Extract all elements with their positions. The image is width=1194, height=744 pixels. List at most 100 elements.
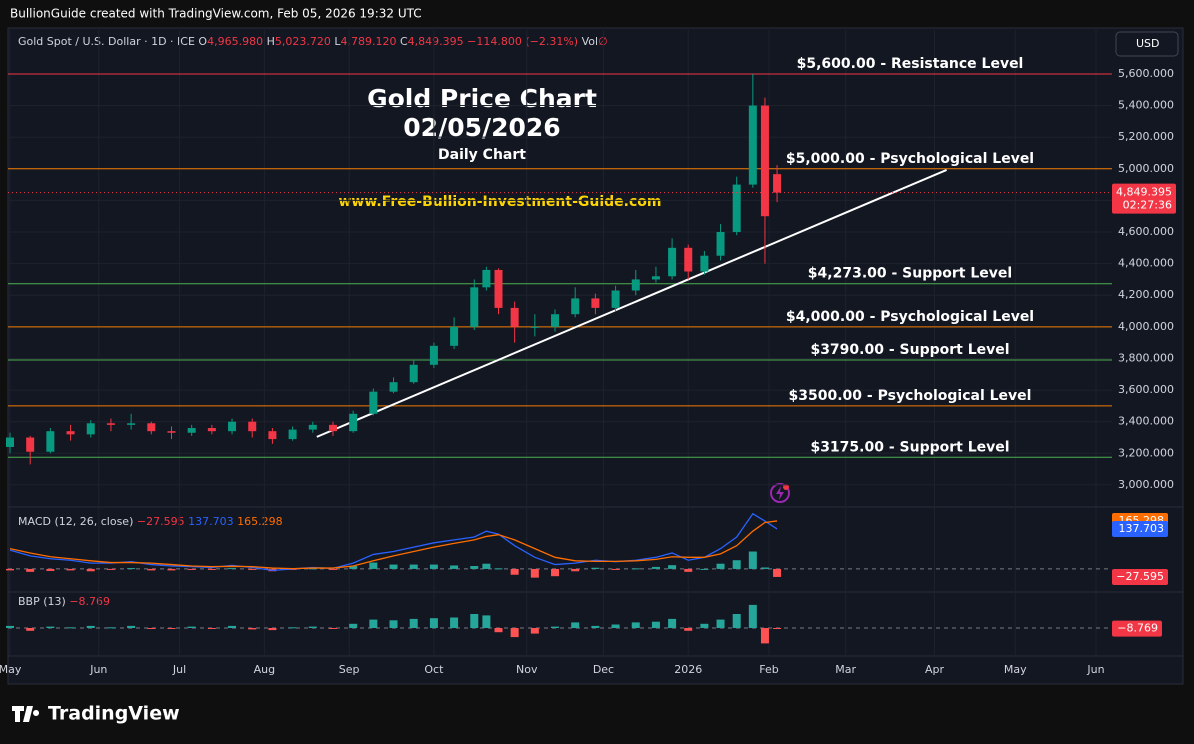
bbp-bar <box>288 627 297 629</box>
bbp-bar <box>571 622 580 628</box>
macd-histogram-bar <box>530 568 539 578</box>
macd-histogram-bar <box>732 560 741 569</box>
macd-badge <box>1112 520 1168 537</box>
macd-histogram-bar <box>470 566 479 569</box>
bbp-bar <box>470 614 479 628</box>
bbp-bar <box>716 619 725 628</box>
macd-histogram-bar <box>611 568 620 570</box>
macd-value: 137.703 <box>188 515 234 528</box>
macd-histogram-bar <box>369 562 378 569</box>
candle-body <box>86 423 95 435</box>
ohlc-value: 4,849.395 <box>408 35 464 48</box>
candle-body <box>551 314 560 327</box>
level-label: $3790.00 - Support Level <box>810 342 1009 358</box>
macd-histogram-bar <box>429 564 438 569</box>
candle-body <box>187 428 196 433</box>
ohlc-value: 4,965.980 <box>207 35 263 48</box>
bbp-bar <box>389 620 398 628</box>
bbp-bar <box>748 604 757 628</box>
candle-body <box>684 247 693 272</box>
macd-histogram-bar <box>349 566 358 569</box>
macd-histogram-bar <box>228 568 237 570</box>
macd-histogram-bar <box>86 568 95 572</box>
macd-header: MACD (12, 26, close) −27.595 137.703 165… <box>18 515 283 528</box>
candle-body <box>571 298 580 315</box>
x-tick-label: Mar <box>835 663 856 676</box>
x-tick-label: Jun <box>89 663 107 676</box>
trendline <box>316 168 948 438</box>
candle-body <box>470 287 479 327</box>
macd-histogram-bar <box>591 567 600 569</box>
macd-histogram-bar <box>187 568 196 570</box>
macd-histogram-bar <box>26 568 35 572</box>
y-tick-label: 3,000.000 <box>1118 478 1174 491</box>
macd-histogram-bar <box>207 568 216 570</box>
macd-histogram-bar <box>167 568 176 571</box>
chart-caption: Daily Chart <box>438 147 526 163</box>
currency-button[interactable] <box>1115 31 1179 57</box>
macd-histogram-bar <box>716 563 725 569</box>
signal-line <box>9 520 778 570</box>
y-tick-label: 3,800.000 <box>1118 351 1174 364</box>
macd-hist-value: −27.595 <box>137 515 185 528</box>
event-icon[interactable] <box>770 483 790 503</box>
macd-histogram-bar <box>494 568 503 570</box>
candle-body <box>207 428 216 432</box>
brand-logo <box>12 706 40 722</box>
bbp-bar <box>308 626 317 628</box>
macd-histogram-bar <box>571 568 580 572</box>
candle-body <box>494 269 503 308</box>
bbp-bar <box>668 618 677 628</box>
candle-body <box>631 279 640 291</box>
candle-body <box>429 345 438 365</box>
candle-body <box>716 232 725 256</box>
level-label: $4,273.00 - Support Level <box>808 266 1012 282</box>
candle-body <box>773 174 782 193</box>
bbp-title: BBP (13) <box>18 595 66 608</box>
bbp-bar <box>631 622 640 628</box>
macd-histogram-bar <box>760 567 769 569</box>
candle-body <box>530 326 539 328</box>
candle-body <box>651 276 660 280</box>
y-tick-label: 3,600.000 <box>1118 383 1174 396</box>
y-tick-label: 5,000.000 <box>1118 162 1174 175</box>
candle-body <box>510 307 519 327</box>
ohlc-value: 4,789.120 <box>340 35 396 48</box>
candle-body <box>732 184 741 233</box>
symbol: Gold Spot / U.S. Dollar · 1D · ICE <box>18 35 195 48</box>
macd-histogram-bar <box>510 568 519 575</box>
bbp-value: −8.769 <box>69 595 110 608</box>
bbp-bar <box>187 626 196 628</box>
brand: TradingView <box>48 703 180 725</box>
candle-body <box>46 431 55 452</box>
histogram-badge <box>1112 568 1168 585</box>
candle-body <box>369 391 378 414</box>
bbp-bar <box>147 628 156 629</box>
event-dot <box>783 484 789 490</box>
macd-histogram-bar <box>684 568 693 572</box>
bbp-bar <box>482 615 491 628</box>
volume-value: ∅ <box>598 35 608 48</box>
bbp-bar <box>494 628 503 633</box>
macd-histogram-bar <box>482 563 491 569</box>
bbp-bar <box>732 614 741 628</box>
candle-body <box>328 424 337 432</box>
candle-body <box>268 431 277 440</box>
y-tick-label: 3,200.000 <box>1118 446 1174 459</box>
bbp-bar <box>369 619 378 628</box>
candle-body <box>147 423 156 432</box>
macd-histogram-bar <box>389 564 398 569</box>
y-tick-label: 4,000.000 <box>1118 320 1174 333</box>
x-tick-label: Oct <box>424 663 444 676</box>
macd-histogram-bar <box>106 568 115 570</box>
x-tick-label: Jun <box>1086 663 1104 676</box>
candle-body <box>106 423 115 425</box>
histogram-badge-label: −27.595 <box>1116 570 1164 583</box>
bbp-bar <box>328 628 337 629</box>
x-tick-label: Aug <box>254 663 275 676</box>
bbp-bar <box>760 628 769 644</box>
bbp-badge-label: −8.769 <box>1117 622 1158 635</box>
x-tick-label: Sep <box>339 663 360 676</box>
x-tick-label: Apr <box>925 663 945 676</box>
candle-body <box>288 429 297 440</box>
